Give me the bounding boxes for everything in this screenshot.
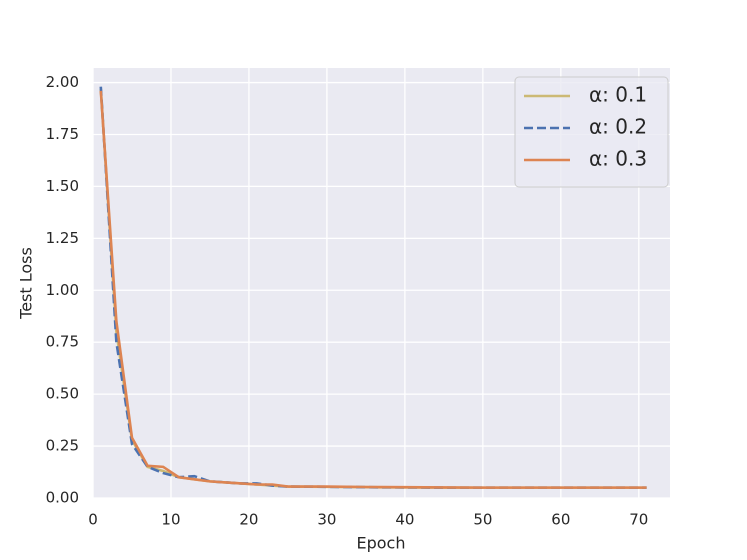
y-tick-label: 1.25: [46, 229, 79, 247]
x-tick-label: 50: [473, 511, 492, 529]
legend-label: α: 0.2: [589, 115, 647, 139]
legend-label: α: 0.3: [589, 147, 647, 171]
y-tick-label: 2.00: [46, 73, 79, 91]
y-tick-label: 0.50: [46, 385, 79, 403]
x-axis-label: Epoch: [357, 534, 406, 553]
x-tick-label: 0: [88, 511, 98, 529]
lines: [99, 86, 647, 489]
x-tick-label: 60: [551, 511, 570, 529]
x-tick-label: 10: [161, 511, 180, 529]
y-tick-label: 0.25: [46, 437, 79, 455]
y-axis-label: Test Loss: [17, 247, 36, 320]
x-tick-label: 20: [239, 511, 258, 529]
y-tick-label: 1.50: [46, 177, 79, 195]
x-tick-label: 70: [629, 511, 648, 529]
legend: α: 0.1 α: 0.2 α: 0.3: [514, 76, 669, 188]
y-tick-label: 1.75: [46, 125, 79, 143]
x-tick-label: 30: [317, 511, 336, 529]
series-line: [99, 90, 647, 489]
legend-label: α: 0.1: [589, 83, 647, 107]
y-tick-label: 0.00: [46, 489, 79, 507]
y-tick-label: 0.75: [46, 333, 79, 351]
y-tick-label: 1.00: [46, 281, 79, 299]
x-tick-label: 40: [395, 511, 414, 529]
